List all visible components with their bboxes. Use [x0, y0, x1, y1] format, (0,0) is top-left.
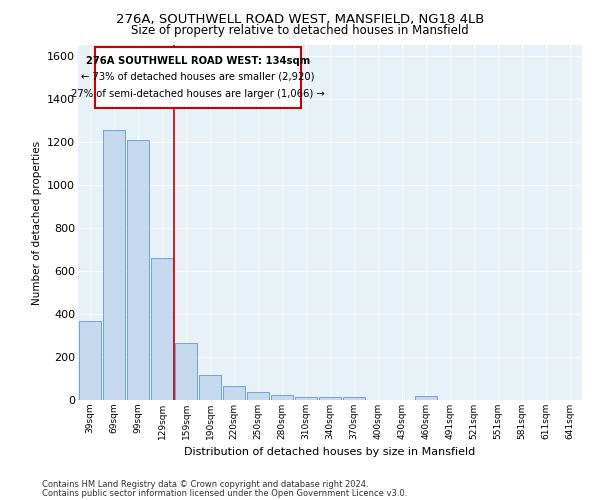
- Bar: [247, 392, 269, 400]
- Bar: [415, 396, 437, 400]
- Text: Contains HM Land Registry data © Crown copyright and database right 2024.: Contains HM Land Registry data © Crown c…: [42, 480, 368, 489]
- Y-axis label: Number of detached properties: Number of detached properties: [32, 140, 41, 304]
- Bar: [127, 140, 149, 400]
- Bar: [295, 397, 317, 400]
- Text: ← 73% of detached houses are smaller (2,920): ← 73% of detached houses are smaller (2,…: [81, 72, 315, 82]
- X-axis label: Distribution of detached houses by size in Mansfield: Distribution of detached houses by size …: [184, 448, 476, 458]
- Bar: [103, 130, 125, 400]
- Bar: [79, 322, 101, 400]
- Text: Contains public sector information licensed under the Open Government Licence v3: Contains public sector information licen…: [42, 488, 407, 498]
- Text: Size of property relative to detached houses in Mansfield: Size of property relative to detached ho…: [131, 24, 469, 37]
- Bar: [95, 47, 301, 108]
- Bar: [343, 398, 365, 400]
- Text: 276A SOUTHWELL ROAD WEST: 134sqm: 276A SOUTHWELL ROAD WEST: 134sqm: [86, 56, 310, 66]
- Bar: [319, 398, 341, 400]
- Bar: [199, 376, 221, 400]
- Text: 276A, SOUTHWELL ROAD WEST, MANSFIELD, NG18 4LB: 276A, SOUTHWELL ROAD WEST, MANSFIELD, NG…: [116, 12, 484, 26]
- Bar: [175, 343, 197, 400]
- Text: 27% of semi-detached houses are larger (1,066) →: 27% of semi-detached houses are larger (…: [71, 89, 325, 99]
- Bar: [271, 396, 293, 400]
- Bar: [151, 258, 173, 400]
- Bar: [223, 386, 245, 400]
